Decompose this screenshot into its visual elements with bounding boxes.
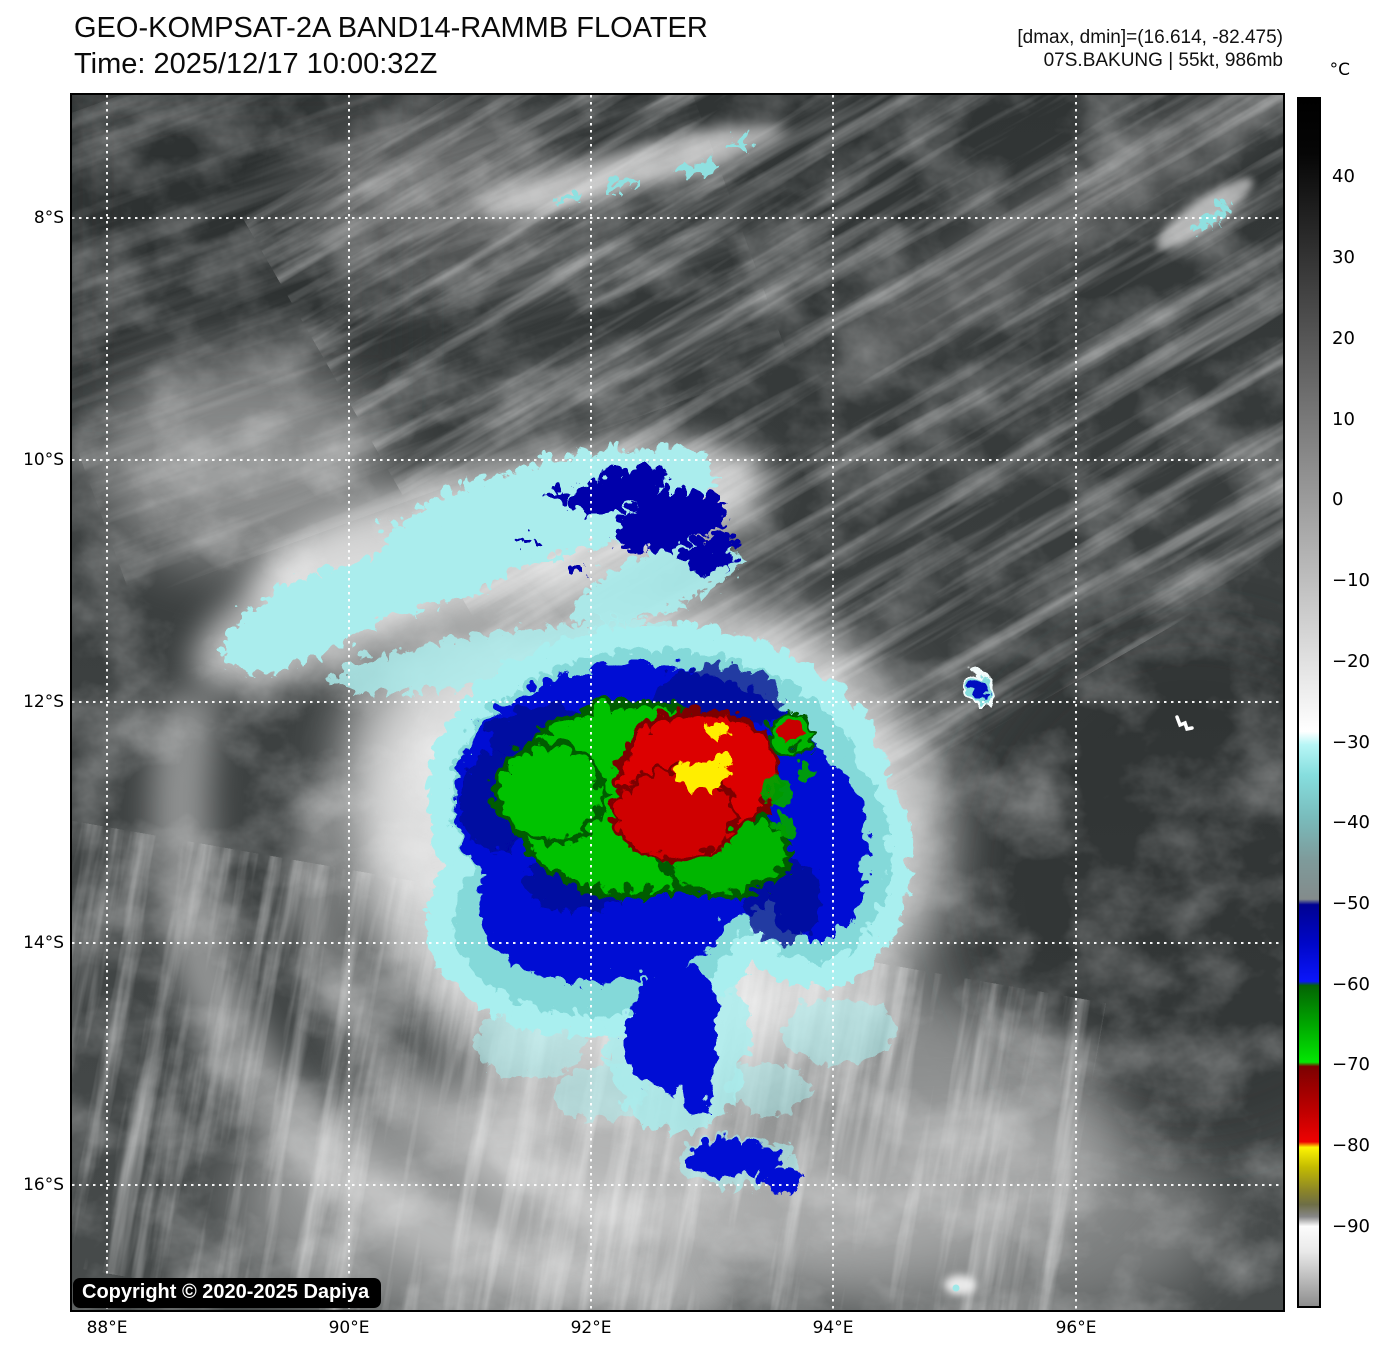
- colorbar-tick-m60: −60: [1332, 974, 1370, 995]
- colorbar-tick-m90: −90: [1332, 1216, 1370, 1237]
- colorbar-tick-10: 10: [1332, 409, 1355, 430]
- isolated-cold-cell: [955, 667, 989, 701]
- colorbar-tick-m20: −20: [1332, 651, 1370, 672]
- cold-band-north: [215, 440, 738, 686]
- colorbar-tick-0: 0: [1332, 489, 1344, 510]
- lat-tick-16s: 16°S: [23, 1175, 64, 1195]
- satellite-image: [72, 95, 1283, 1310]
- cirrus-cold-flecks: [547, 130, 1222, 227]
- lon-tick-88e: 88°E: [86, 1318, 128, 1338]
- colorbar-tick-m10: −10: [1332, 570, 1370, 591]
- lon-tick-92e: 92°E: [570, 1318, 612, 1338]
- lat-tick-8s: 8°S: [33, 208, 64, 228]
- lon-tick-90e: 90°E: [328, 1318, 370, 1338]
- small-white-cloud-marks: [1175, 715, 1194, 732]
- colorbar-unit-label: °C: [1329, 60, 1350, 80]
- colorbar-tick-m40: −40: [1332, 812, 1370, 833]
- satellite-map: Copyright © 2020-2025 Dapiya: [70, 93, 1285, 1312]
- annotation-block: [dmax, dmin]=(16.614, -82.475) 07S.BAKUN…: [1017, 26, 1283, 72]
- storm-info: 07S.BAKUNG | 55kt, 986mb: [1043, 50, 1283, 71]
- colorbar-tick-m30: −30: [1332, 732, 1370, 753]
- lat-tick-10s: 10°S: [23, 450, 64, 470]
- colorbar-tick-40: 40: [1332, 166, 1355, 187]
- colorbar-tick-m50: −50: [1332, 893, 1370, 914]
- small-bright-spot: [944, 1275, 976, 1295]
- colorbar-tick-20: 20: [1332, 328, 1355, 349]
- colorbar-tick-m70: −70: [1332, 1054, 1370, 1075]
- colorbar-tick-m80: −80: [1332, 1135, 1370, 1156]
- lon-tick-94e: 94°E: [812, 1318, 854, 1338]
- dmax-dmin-annotation: [dmax, dmin]=(16.614, -82.475): [1017, 27, 1283, 48]
- lat-tick-12s: 12°S: [23, 692, 64, 712]
- temperature-colorbar: [1297, 97, 1321, 1308]
- timestamp: Time: 2025/12/17 10:00:32Z: [74, 48, 438, 80]
- page-title: GEO-KOMPSAT-2A BAND14-RAMMB FLOATER: [74, 12, 708, 44]
- storm-core: [419, 618, 906, 1185]
- graticule-gridlines: [72, 95, 1283, 1310]
- colorbar-tick-30: 30: [1332, 247, 1355, 268]
- lat-tick-14s: 14°S: [23, 933, 64, 953]
- lon-tick-96e: 96°E: [1055, 1318, 1097, 1338]
- title-block: GEO-KOMPSAT-2A BAND14-RAMMB FLOATER Time…: [74, 10, 708, 82]
- copyright-badge: Copyright © 2020-2025 Dapiya: [73, 1278, 382, 1308]
